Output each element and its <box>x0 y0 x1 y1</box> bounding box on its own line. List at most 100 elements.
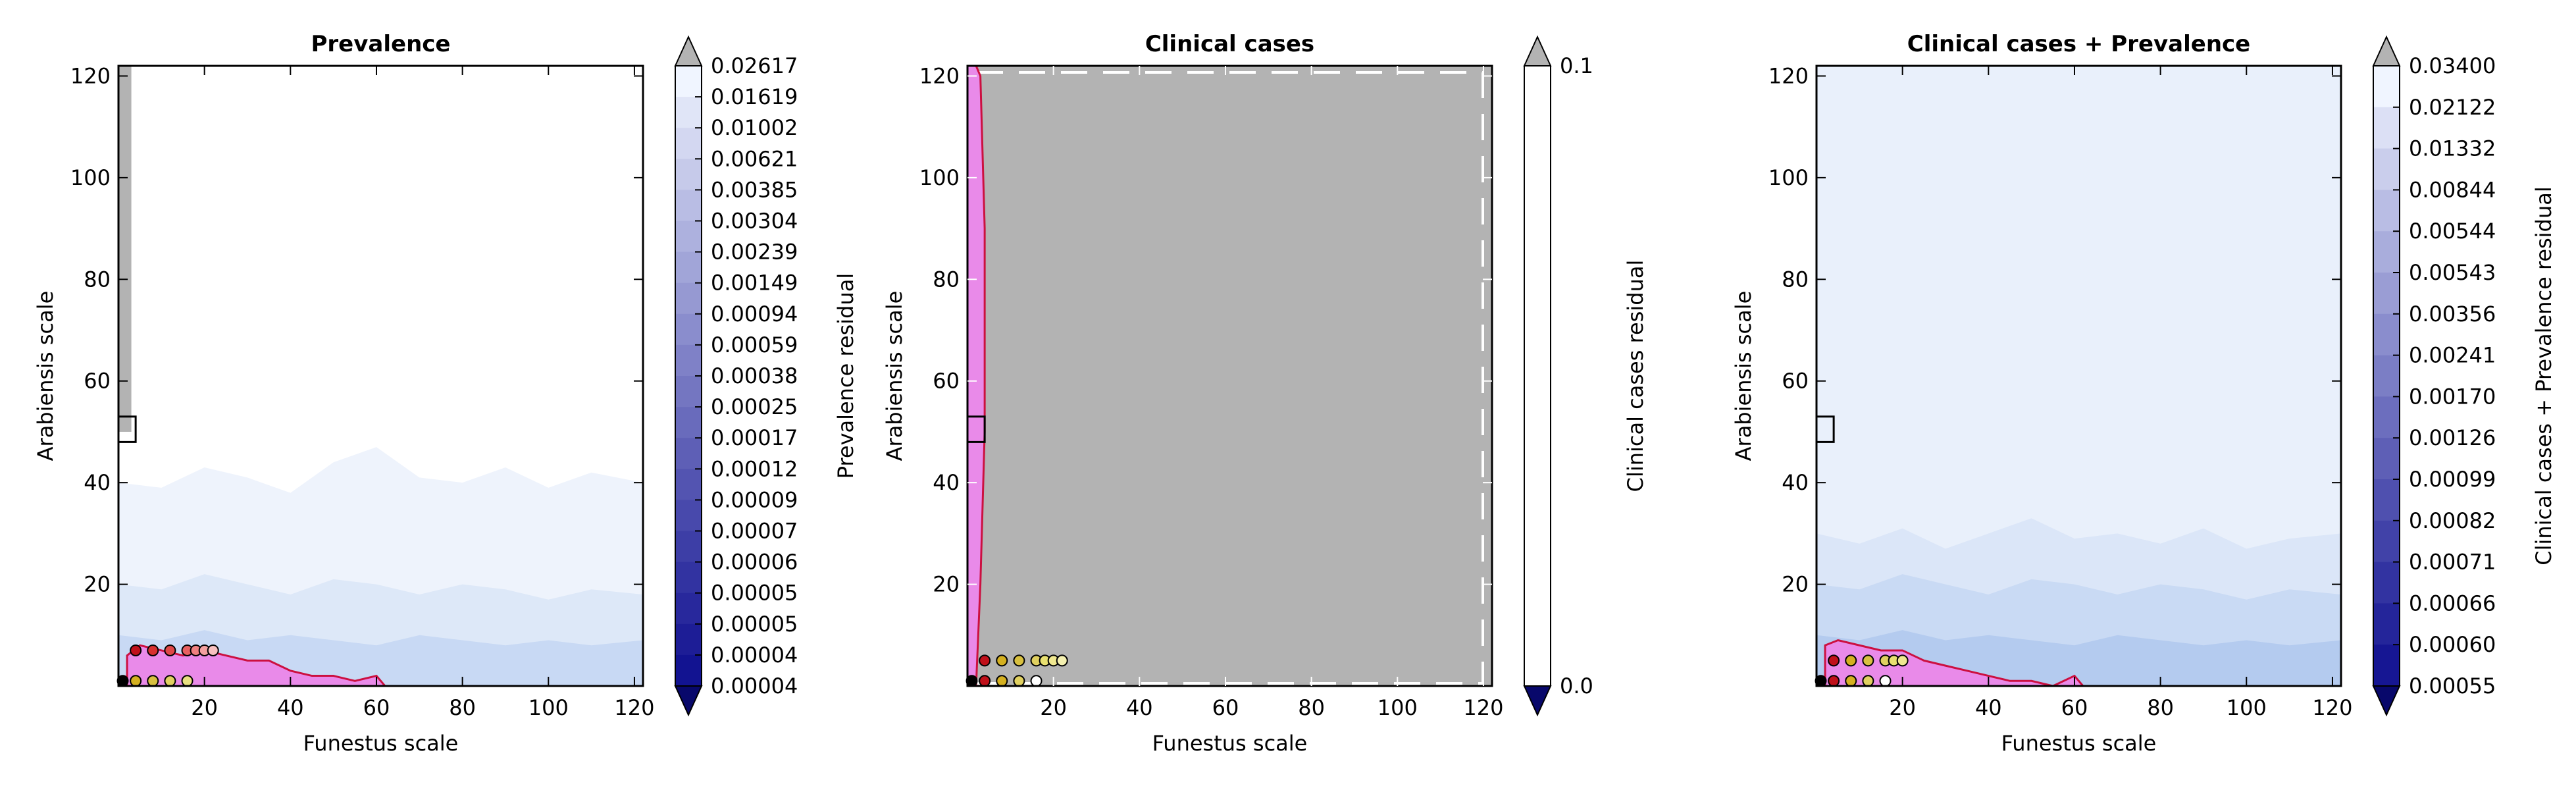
colorbar-tick-label: 0.00017 <box>711 425 798 450</box>
colorbar-segment <box>2373 603 2400 645</box>
colorbar-segment <box>675 66 702 97</box>
colorbar-tick-label: 0.00007 <box>711 519 798 544</box>
colorbar-tick-label: 0.00060 <box>2409 632 2496 657</box>
data-point <box>1828 654 1840 667</box>
x-tick-label: 120 <box>1463 695 1503 720</box>
over-region-strip <box>118 66 132 432</box>
colorbar-segment <box>675 190 702 221</box>
y-tick-label: 100 <box>1768 165 1809 190</box>
colorbar-segment <box>675 221 702 253</box>
colorbar-over-triangle <box>2372 35 2401 66</box>
x-tick-label: 100 <box>1378 695 1418 720</box>
axes-frame <box>1815 65 2342 687</box>
y-tick-label: 20 <box>84 572 111 597</box>
colorbar-tick-label: 0.0 <box>1560 673 1593 698</box>
x-tick-label: 40 <box>1126 695 1153 720</box>
colorbar-tick-label: 0.00126 <box>2409 425 2496 450</box>
y-tick-label: 80 <box>84 267 111 292</box>
colorbar-segment <box>675 376 702 408</box>
y-tick-label: 120 <box>1768 63 1809 88</box>
y-tick-label: 20 <box>933 572 960 597</box>
colorbar-segment <box>2373 273 2400 315</box>
y-tick-label: 80 <box>933 267 960 292</box>
colorbar-tick-label: 0.01619 <box>711 84 798 109</box>
plot-area <box>967 66 1492 686</box>
colorbar-frame <box>1524 65 1551 687</box>
plot-area <box>118 66 643 686</box>
colorbar-segment <box>675 438 702 469</box>
colorbar-tick-label: 0.00099 <box>2409 467 2496 492</box>
x-axis-label: Funestus scale <box>1152 731 1308 756</box>
y-axis-label: Arabiensis scale <box>33 291 58 461</box>
colorbar-segment <box>675 623 702 656</box>
colorbar-tick-label: 0.00621 <box>711 146 798 171</box>
data-point <box>1013 654 1025 667</box>
data-point <box>1845 675 1857 687</box>
colorbar-tick-label: 0.00005 <box>711 581 798 606</box>
y-axis-label: Arabiensis scale <box>882 291 907 461</box>
colorbar-segment <box>675 531 702 563</box>
x-tick-label: 120 <box>614 695 654 720</box>
data-point <box>1896 654 1909 667</box>
colorbar-tick-label: 0.00239 <box>711 240 798 265</box>
colorbar-tick-label: 0.00055 <box>2409 673 2496 698</box>
x-tick-label: 120 <box>2312 695 2352 720</box>
colorbar-tick-label: 0.00005 <box>711 612 798 637</box>
colorbar-segment <box>2373 66 2400 108</box>
colorbar-tick-label: 0.00066 <box>2409 591 2496 616</box>
colorbar: 0.02617 0.01619 0.01002 0.00621 0.00385 0.003… <box>674 35 858 717</box>
y-axis-label: Arabiensis scale <box>1731 291 1756 461</box>
colorbar-label: Clinical cases + Prevalence residual <box>2531 186 2556 565</box>
colorbar-label: Clinical cases residual <box>1623 260 1648 492</box>
x-tick-label: 40 <box>1975 695 2002 720</box>
colorbar-label: Prevalence residual <box>833 273 858 479</box>
chart-title: Clinical cases <box>1145 31 1314 57</box>
x-tick-label: 60 <box>1212 695 1239 720</box>
colorbar-segment <box>675 344 702 377</box>
colorbar-segment <box>675 97 702 128</box>
colorbar-segment <box>2373 190 2400 232</box>
chart-title: Prevalence <box>311 31 451 57</box>
colorbar-segment <box>2373 396 2400 438</box>
y-tick-label: 60 <box>1782 369 1809 394</box>
colorbar-segment <box>2373 479 2400 521</box>
colorbar-segment <box>2373 148 2400 190</box>
data-point <box>130 644 142 656</box>
colorbar: 0.03400 0.02122 0.01332 0.00844 0.00544 0.005… <box>2372 35 2556 717</box>
colorbar-tick-label: 0.00241 <box>2409 343 2496 368</box>
colorbar-tick-label: 0.00385 <box>711 177 798 202</box>
colorbar-segment <box>2373 313 2400 356</box>
y-tick-label: 80 <box>1782 267 1809 292</box>
panel-1: 20 40 60 80 100 120 20 40 60 80 100 120 Prevalence Fu… <box>33 31 858 756</box>
colorbar-tick-label: 0.00543 <box>2409 260 2496 285</box>
best-region-contour <box>967 66 986 686</box>
data-point <box>1030 675 1043 687</box>
colorbar-segment <box>675 592 702 625</box>
colorbar-segment <box>675 282 702 315</box>
data-point <box>164 644 176 656</box>
data-point <box>979 654 991 667</box>
x-axis-label: Funestus scale <box>303 731 459 756</box>
colorbar-over-triangle <box>1523 35 1552 66</box>
colorbar-under-triangle <box>2372 685 2401 717</box>
x-tick-label: 100 <box>2227 695 2267 720</box>
colorbar-tick-label: 0.00170 <box>2409 384 2496 409</box>
colorbar-tick-label: 0.00094 <box>711 302 798 327</box>
colorbar-segment <box>675 128 702 159</box>
colorbar-segment <box>675 654 702 687</box>
y-tick-label: 60 <box>933 369 960 394</box>
colorbar-tick-label: 0.00059 <box>711 332 798 357</box>
data-point <box>996 675 1008 687</box>
colorbar-tick-label: 0.02122 <box>2409 95 2496 120</box>
colorbar-segment <box>2373 562 2400 604</box>
colorbar-segment <box>675 159 702 190</box>
x-tick-label: 80 <box>1298 695 1325 720</box>
y-tick-label: 40 <box>933 470 960 495</box>
y-tick-label: 100 <box>70 165 111 190</box>
x-tick-label: 40 <box>277 695 304 720</box>
colorbar-tick-label: 0.1 <box>1560 53 1593 78</box>
data-point <box>1056 654 1068 667</box>
colorbar-segment <box>675 251 702 284</box>
colorbar-segment <box>675 469 702 500</box>
